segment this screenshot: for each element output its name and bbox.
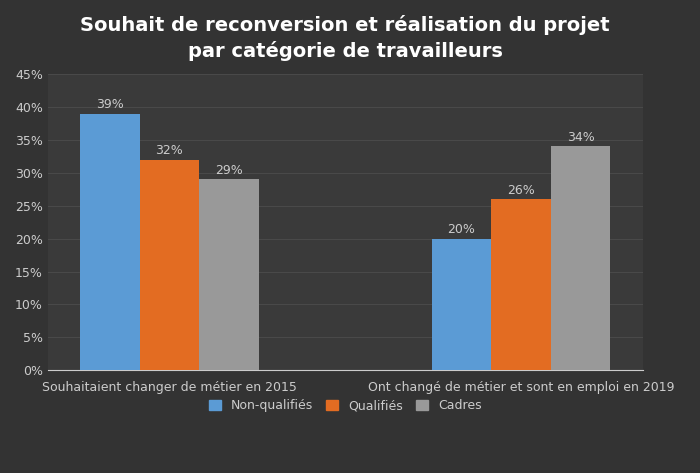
Text: 34%: 34% [566, 131, 594, 144]
Text: 39%: 39% [96, 98, 124, 111]
Text: 29%: 29% [215, 164, 243, 177]
Bar [80, 114, 140, 370]
Text: 32%: 32% [155, 144, 183, 157]
Bar [140, 160, 199, 370]
Text: 26%: 26% [507, 184, 535, 196]
Text: 20%: 20% [447, 223, 475, 236]
Bar [432, 239, 491, 370]
Bar [491, 199, 551, 370]
Title: Souhait de reconversion et réalisation du projet
par catégorie de travailleurs: Souhait de reconversion et réalisation d… [80, 15, 610, 61]
Legend: Non-qualifiés, Qualifiés, Cadres: Non-qualifiés, Qualifiés, Cadres [204, 394, 486, 417]
Bar [551, 147, 610, 370]
Bar [199, 179, 259, 370]
